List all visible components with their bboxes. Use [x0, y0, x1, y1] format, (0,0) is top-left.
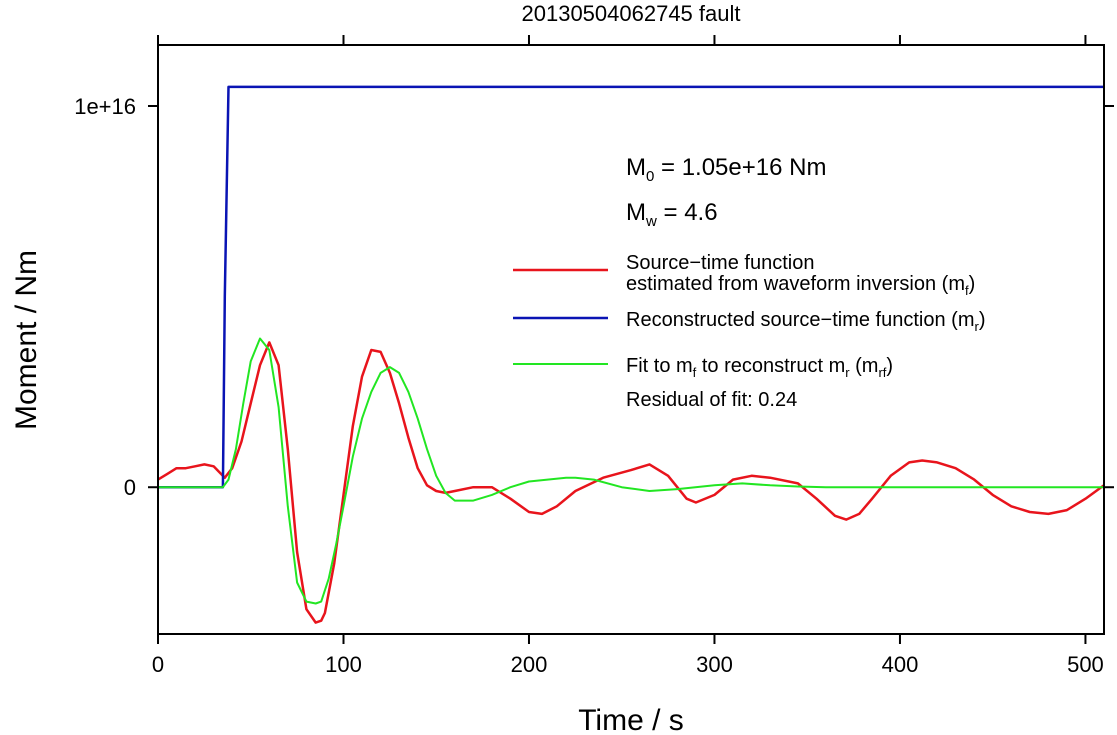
chart-title: 20130504062745 fault: [522, 1, 741, 26]
x-tick-label-300: 300: [696, 652, 733, 677]
x-tick-label-500: 500: [1067, 652, 1104, 677]
legend-red-label-line1: Source−time function: [626, 252, 814, 274]
y-axis-title: Moment / Nm: [10, 250, 43, 430]
y-tick-label-0: 0: [124, 475, 136, 500]
y-tick-label-1: 1e+16: [74, 94, 136, 119]
series-line-3: [158, 337, 1104, 605]
x-tick-label-400: 400: [882, 652, 919, 677]
x-tick-label-100: 100: [325, 652, 362, 677]
x-tick-label-0: 0: [152, 652, 164, 677]
plot-frame: [157, 44, 1105, 635]
series-layer: [157, 85, 1105, 624]
x-tick-label-200: 200: [511, 652, 548, 677]
legend: Source−time function estimated from wave…: [513, 252, 986, 411]
legend-blue-label: Reconstructed source−time function (mr): [626, 309, 986, 334]
ticks-layer: 0 100 200 300 400 500 0 1e+16: [74, 35, 1114, 677]
series-line-1: [157, 341, 1105, 624]
residual-annotation: Residual of fit: 0.24: [626, 389, 797, 411]
x-axis-title: Time / s: [578, 704, 684, 735]
legend-red-label-line2: estimated from waveform inversion (mf): [626, 273, 975, 298]
m0-annotation: M0 = 1.05e+16 Nm: [626, 154, 826, 185]
legend-green-label: Fit to mf to reconstruct mr (mrf): [626, 355, 893, 380]
mw-annotation: Mw = 4.6: [626, 199, 718, 230]
